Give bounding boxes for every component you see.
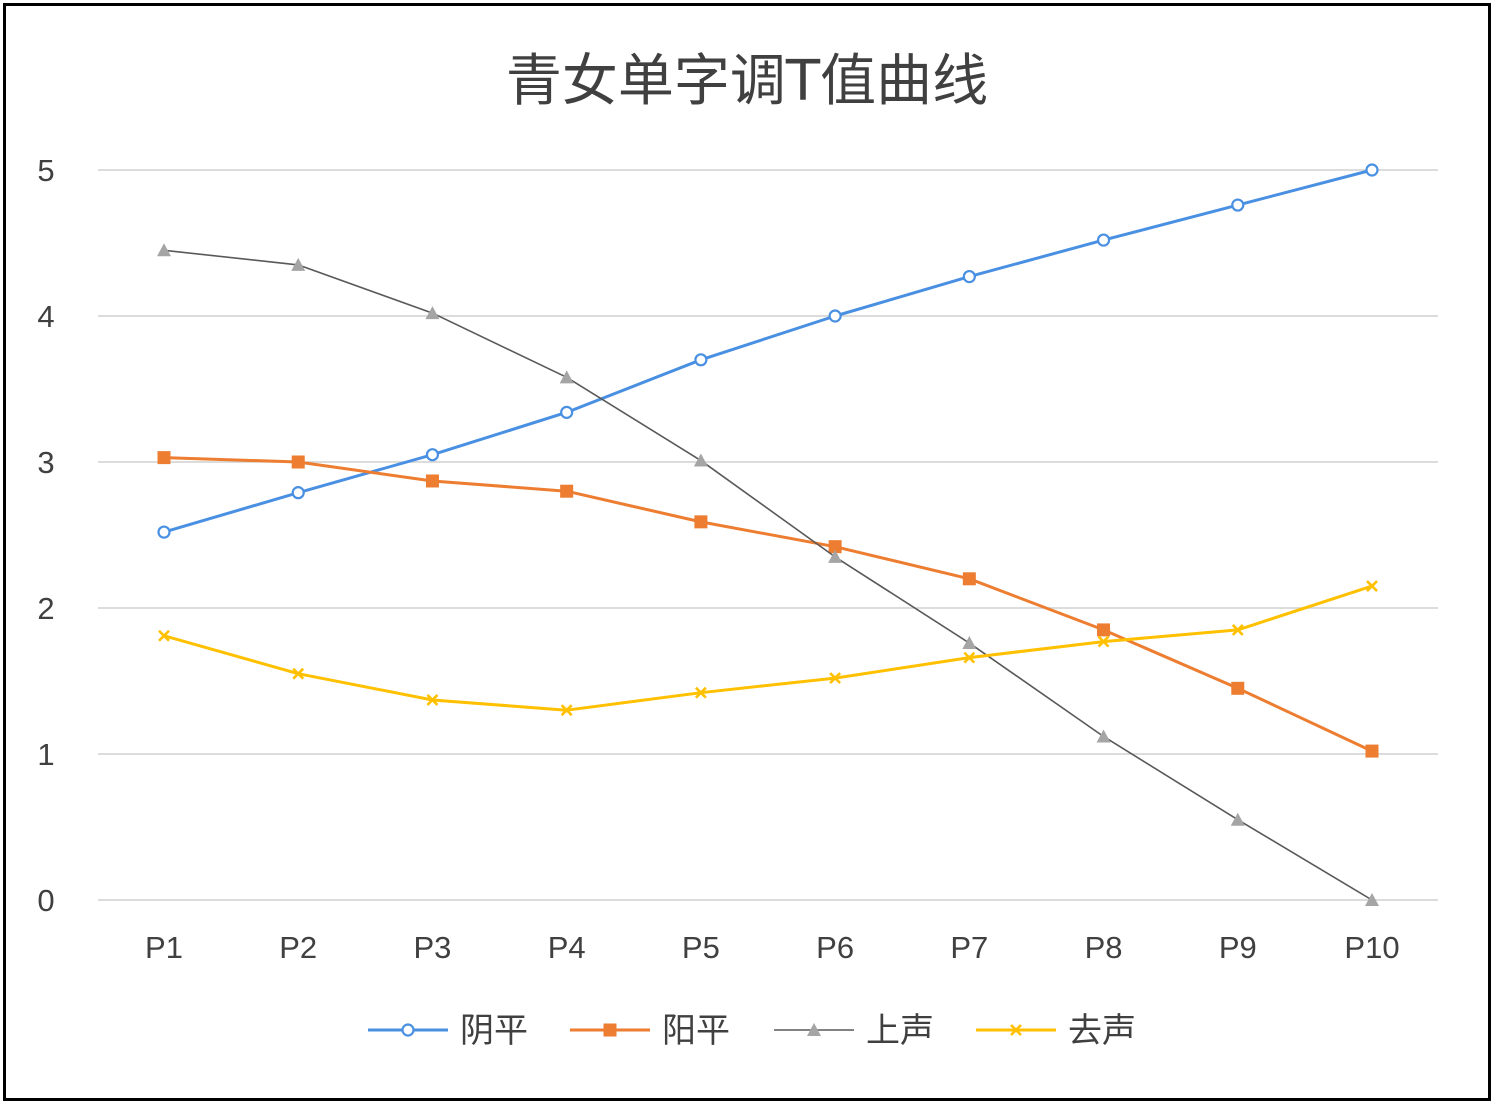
data-point bbox=[1097, 635, 1110, 648]
y-tick-label: 0 bbox=[37, 883, 54, 918]
data-point bbox=[425, 448, 440, 462]
data-point bbox=[694, 353, 708, 367]
legend-marker bbox=[1010, 1024, 1022, 1036]
x-tick-label: P8 bbox=[1085, 930, 1123, 965]
data-point bbox=[560, 704, 573, 717]
series-layer bbox=[157, 163, 1379, 906]
legend-marker bbox=[603, 1023, 617, 1037]
series-1 bbox=[157, 163, 1379, 539]
data-point bbox=[694, 686, 707, 699]
data-point bbox=[694, 515, 708, 529]
chart-frame bbox=[3, 3, 1491, 1101]
data-point bbox=[828, 309, 842, 323]
x-axis-ticks: P1 P2 P3 P4 P5 P6 P7 P8 P9 P10 bbox=[145, 930, 1400, 965]
y-tick-label: 5 bbox=[37, 153, 54, 188]
chart-title: 青女单字调T值曲线 bbox=[506, 49, 988, 114]
legend-label: 去声 bbox=[1068, 1011, 1136, 1051]
x-tick-label: P2 bbox=[279, 930, 317, 965]
data-point bbox=[1096, 729, 1111, 743]
y-tick-label: 4 bbox=[37, 299, 54, 334]
series-line bbox=[163, 456, 1373, 753]
data-point bbox=[157, 451, 171, 465]
data-point bbox=[1231, 681, 1245, 695]
data-point bbox=[829, 672, 842, 684]
y-tick-label: 1 bbox=[37, 737, 54, 772]
data-point bbox=[559, 370, 574, 384]
series-2 bbox=[157, 451, 1379, 758]
data-point bbox=[425, 474, 439, 488]
series-4 bbox=[158, 580, 1378, 717]
data-point bbox=[426, 694, 439, 706]
data-point bbox=[157, 525, 171, 539]
data-point bbox=[158, 629, 170, 642]
x-tick-label: P6 bbox=[816, 930, 854, 965]
y-tick-label: 3 bbox=[37, 445, 54, 480]
legend-marker bbox=[807, 1023, 821, 1036]
legend-item: 上声 bbox=[774, 1011, 934, 1051]
data-point bbox=[1365, 893, 1379, 906]
x-tick-label: P10 bbox=[1344, 930, 1399, 965]
data-point bbox=[1365, 163, 1379, 177]
data-point bbox=[828, 549, 843, 563]
legend-label: 阳平 bbox=[662, 1011, 730, 1051]
legend-label: 上声 bbox=[866, 1011, 934, 1051]
data-point bbox=[291, 257, 306, 271]
y-axis-ticks: 0 1 2 3 4 5 bbox=[37, 153, 54, 918]
legend-item: 去声 bbox=[976, 1011, 1136, 1051]
legend-item: 阴平 bbox=[368, 1011, 528, 1051]
data-point bbox=[1096, 233, 1111, 247]
data-point bbox=[693, 453, 708, 467]
data-point bbox=[292, 667, 305, 680]
data-point bbox=[1365, 744, 1379, 758]
series-3 bbox=[157, 243, 1379, 906]
x-tick-label: P7 bbox=[950, 930, 988, 965]
data-point bbox=[1097, 623, 1111, 637]
data-point bbox=[157, 243, 171, 257]
series-line bbox=[163, 584, 1373, 712]
gridlines bbox=[98, 169, 1438, 901]
data-point bbox=[425, 306, 440, 320]
legend: 阴平 阳平 上声 去声 bbox=[368, 1011, 1136, 1051]
legend-item: 阳平 bbox=[570, 1011, 730, 1051]
data-point bbox=[1231, 623, 1244, 636]
data-point bbox=[560, 405, 574, 419]
data-point bbox=[1230, 812, 1245, 826]
series-line bbox=[163, 168, 1373, 534]
x-tick-label: P3 bbox=[413, 930, 451, 965]
legend-marker bbox=[401, 1023, 415, 1037]
data-point bbox=[963, 651, 976, 664]
x-tick-label: P4 bbox=[548, 930, 586, 965]
data-point bbox=[962, 636, 977, 650]
x-tick-label: P5 bbox=[682, 930, 720, 965]
data-point bbox=[560, 484, 574, 498]
data-point bbox=[291, 486, 305, 500]
data-point bbox=[1366, 580, 1378, 593]
y-tick-label: 2 bbox=[37, 591, 54, 626]
x-tick-label: P9 bbox=[1219, 930, 1257, 965]
data-point bbox=[291, 455, 305, 469]
data-point bbox=[1231, 198, 1245, 212]
series-line bbox=[163, 249, 1373, 901]
x-tick-label: P1 bbox=[145, 930, 183, 965]
legend-label: 阴平 bbox=[460, 1011, 528, 1051]
data-point bbox=[962, 269, 976, 284]
data-point bbox=[962, 572, 976, 586]
data-point bbox=[828, 540, 842, 554]
